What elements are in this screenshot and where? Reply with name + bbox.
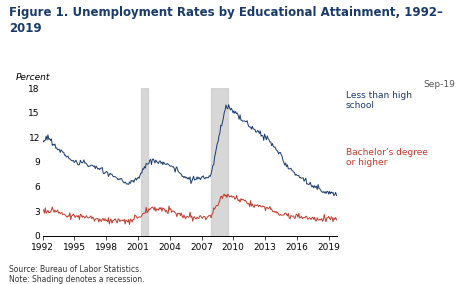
Text: Sep-19: Sep-19 bbox=[423, 80, 455, 89]
Bar bbox=[141, 88, 148, 236]
Text: Figure 1. Unemployment Rates by Educational Attainment, 1992–
2019: Figure 1. Unemployment Rates by Educatio… bbox=[9, 6, 443, 35]
Bar bbox=[211, 88, 228, 236]
Text: Bachelor’s degree
or higher: Bachelor’s degree or higher bbox=[346, 148, 428, 167]
Text: Percent: Percent bbox=[16, 73, 51, 82]
Text: Source: Bureau of Labor Statistics.
Note: Shading denotes a recession.: Source: Bureau of Labor Statistics. Note… bbox=[9, 265, 145, 284]
Text: Less than high
school: Less than high school bbox=[346, 91, 412, 110]
